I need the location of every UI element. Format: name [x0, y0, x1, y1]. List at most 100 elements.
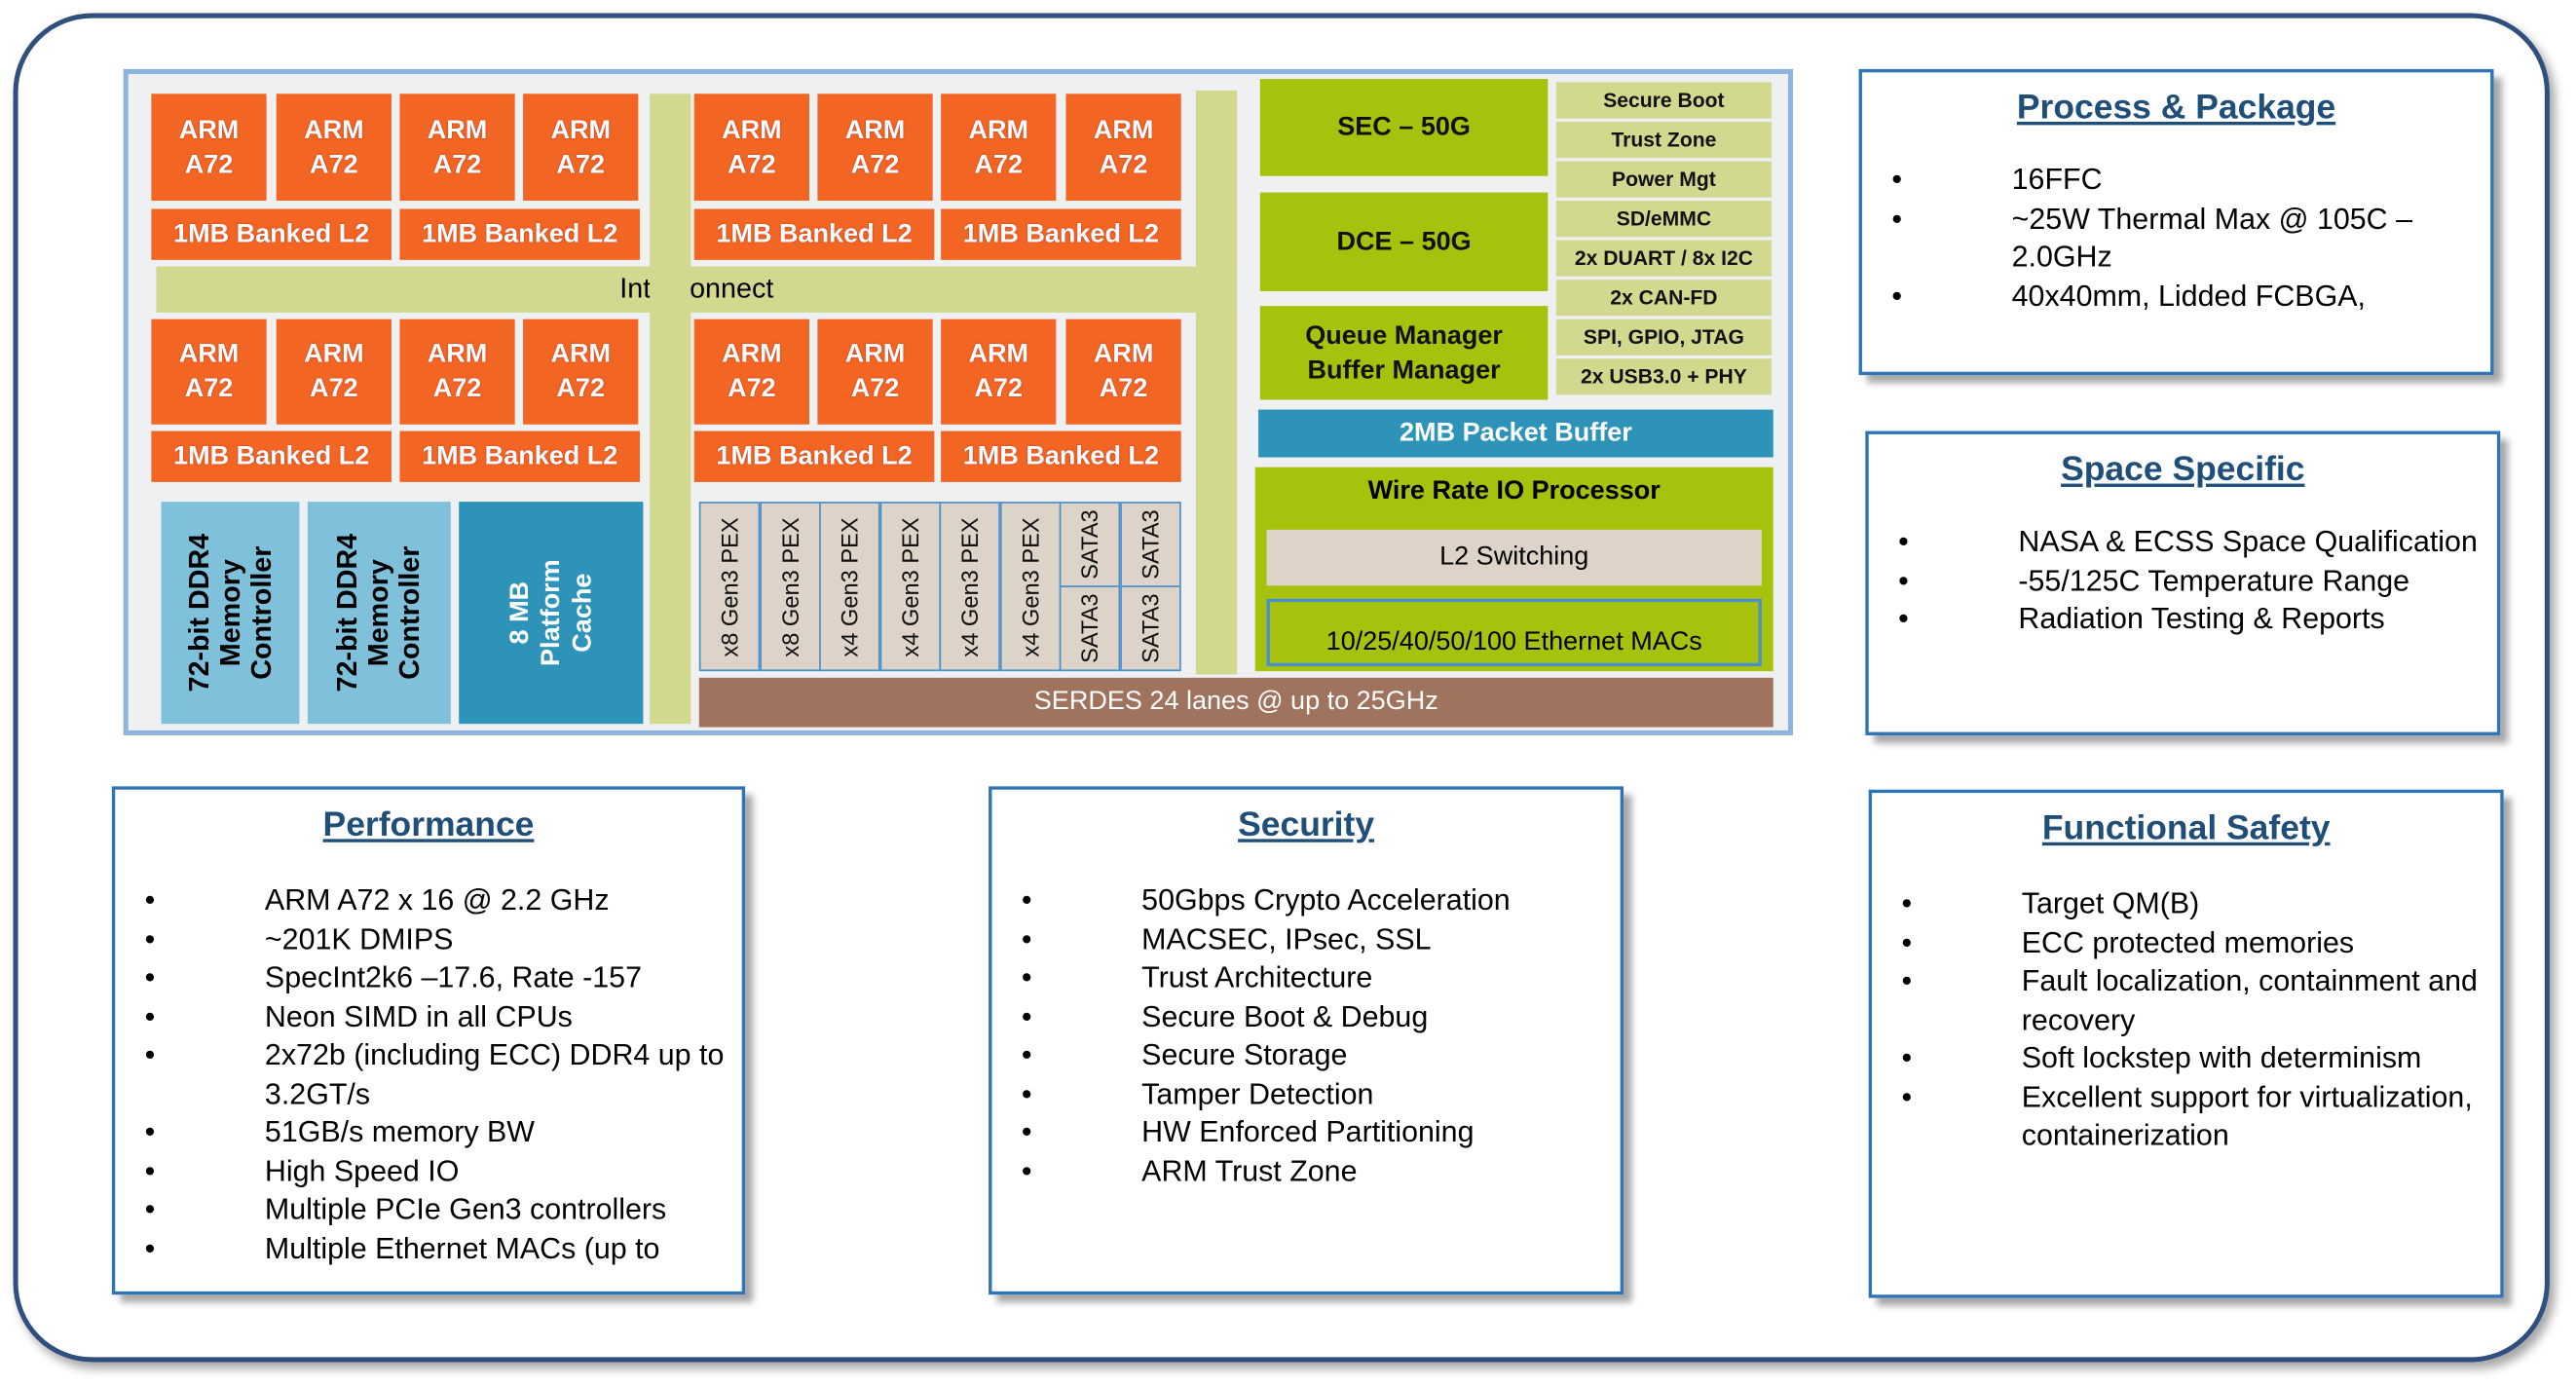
bullet-icon: •: [1021, 1115, 1032, 1148]
list-item: • MACSEC, IPsec, SSL: [991, 920, 1620, 959]
pcie-label: x4 Gen3 PEX: [836, 516, 863, 656]
safety-title: Functional Safety: [2041, 808, 2331, 847]
pcie-label: x8 Gen3 PEX: [716, 516, 743, 656]
bullet-icon: •: [1021, 960, 1032, 994]
arm-a72-core: ARM A72: [399, 94, 515, 202]
ddr-label-line: Memory: [363, 559, 395, 667]
list-item: • Fault localization, containment and rec…: [1872, 962, 2500, 1039]
serdes-bar: SERDES 24 lanes @ up to 25GHz: [698, 677, 1773, 728]
list-item: • ARM A72 x 16 @ 2.2 GHz: [115, 881, 742, 920]
l2-cache-block: 1MB Banked L2: [941, 208, 1181, 260]
l2-cache-block: 1MB Banked L2: [693, 208, 935, 260]
ddr-label-line: 72-bit DDR4: [332, 533, 364, 692]
core-label-arm: ARM: [722, 340, 782, 369]
core-label-a72: A72: [974, 375, 1024, 403]
core-label-a72: A72: [184, 150, 234, 179]
sata-controller: SATA3: [1059, 502, 1121, 587]
core-label-arm: ARM: [178, 340, 240, 369]
bullet-icon: •: [1901, 963, 1913, 997]
list-item-text: Multiple Ethernet MACs (up to: [264, 1231, 660, 1264]
bullet-icon: •: [1891, 201, 1903, 235]
list-item-text: HW Enforced Partitioning: [1141, 1115, 1475, 1148]
list-item: • Neon SIMD in all CPUs: [115, 997, 742, 1036]
list-item-text: -55/125C Temperature Range: [2018, 563, 2410, 597]
pcie-controller: x4 Gen3 PEX: [819, 502, 880, 672]
bullet-icon: •: [1021, 1037, 1032, 1071]
arm-a72-core: ARM A72: [523, 94, 639, 202]
ddr-label-line: Controller: [245, 545, 278, 680]
bullet-icon: •: [144, 1153, 156, 1187]
arm-a72-core: ARM A72: [151, 94, 267, 202]
list-item-text: Secure Storage: [1141, 1037, 1348, 1071]
core-label-arm: ARM: [844, 116, 906, 144]
l2-switching: L2 Switching: [1266, 529, 1762, 586]
list-item-text: 51GB/s memory BW: [264, 1115, 535, 1148]
platform-cache: 8 MB Platform Cache: [459, 502, 644, 725]
l2-cache-block: 1MB Banked L2: [693, 430, 935, 482]
list-item-text: 50Gbps Crypto Acceleration: [1141, 882, 1511, 917]
core-label-a72: A72: [310, 150, 358, 179]
bullet-icon: •: [1891, 279, 1903, 313]
bullet-icon: •: [144, 999, 156, 1032]
list-item: • Soft lockstep with determinism: [1872, 1039, 2500, 1078]
peripheral-block: SPI, GPIO, JTAG: [1555, 318, 1773, 356]
interconnect-vertical-right: [1195, 90, 1238, 675]
arm-a72-core: ARM A72: [276, 318, 392, 425]
core-label-a72: A72: [728, 150, 776, 179]
wire-rate-label: Wire Rate IO Processor: [1367, 476, 1661, 505]
list-item-text: ARM A72 x 16 @ 2.2 GHz: [264, 882, 610, 917]
performance-panel: Performance • ARM A72 x 16 @ 2.2 GHz • ~201K…: [111, 786, 746, 1295]
security-list: • 50Gbps Crypto Acceleration • MACSEC, IPse…: [991, 881, 1620, 1191]
bullet-icon: •: [1891, 163, 1903, 196]
pcie-label: x4 Gen3 PEX: [896, 516, 923, 656]
core-label-a72: A72: [728, 375, 776, 403]
arm-a72-core: ARM A72: [151, 318, 267, 425]
list-item-text: 16FFC: [2011, 163, 2103, 196]
list-item: • Excellent support for virtualization, c…: [1872, 1078, 2500, 1155]
pcie-label: x4 Gen3 PEX: [956, 516, 984, 656]
arm-a72-core: ARM A72: [399, 318, 515, 425]
list-item: • ~201K DMIPS: [115, 920, 742, 959]
cache-label-line: Cache: [568, 573, 597, 653]
core-label-arm: ARM: [550, 116, 611, 144]
ddr-label: 72-bit DDR4 Memory Controller: [183, 534, 277, 692]
ddr-label: 72-bit DDR4 Memory Controller: [332, 534, 426, 692]
bullet-icon: •: [1898, 563, 1909, 597]
list-item: • Secure Storage: [991, 1036, 1620, 1075]
core-label-arm: ARM: [968, 116, 1028, 144]
bm-label: Buffer Manager: [1307, 356, 1501, 385]
list-item-text: ~25W Thermal Max @ 105C – 2.0GHz: [2011, 201, 2412, 274]
list-item-text: Neon SIMD in all CPUs: [264, 999, 573, 1032]
bullet-icon: •: [1021, 921, 1032, 955]
interconnect-vertical-left: [650, 94, 691, 725]
bullet-icon: •: [144, 1115, 156, 1148]
queue-buffer-manager: Queue Manager Buffer Manager: [1259, 306, 1549, 400]
core-label-arm: ARM: [178, 116, 240, 144]
process-list: • 16FFC • ~25W Thermal Max @ 105C – 2.0GHz •…: [1862, 162, 2490, 317]
outer-frame: [13, 13, 2550, 1363]
bullet-icon: •: [144, 882, 156, 917]
sata-label: SATA3: [1137, 509, 1164, 580]
list-item: • Target QM(B): [1872, 885, 2500, 924]
list-item-text: SpecInt2k6 –17.6, Rate -157: [264, 960, 643, 994]
list-item-text: MACSEC, IPsec, SSL: [1141, 921, 1432, 955]
bullet-icon: •: [144, 1037, 156, 1071]
bullet-icon: •: [144, 921, 156, 955]
list-item-text: NASA & ECSS Space Qualification: [2018, 524, 2478, 558]
list-item: • ARM Trust Zone: [991, 1152, 1620, 1191]
bullet-icon: •: [1021, 999, 1032, 1032]
arm-a72-core: ARM A72: [941, 94, 1057, 202]
pcie-controller: x8 Gen3 PEX: [759, 502, 820, 672]
list-item: • Trust Architecture: [991, 959, 1620, 998]
sata-label: SATA3: [1076, 509, 1103, 580]
sata-controller: SATA3: [1119, 502, 1180, 587]
peripheral-block: Power Mgt: [1555, 161, 1773, 198]
list-item-text: High Speed IO: [264, 1153, 460, 1187]
peripheral-block: 2x DUART / 8x I2C: [1555, 240, 1773, 277]
ddr-label-line: Memory: [214, 559, 246, 667]
core-label-arm: ARM: [304, 116, 364, 144]
core-label-arm: ARM: [1093, 340, 1154, 369]
list-item: • Radiation Testing & Reports: [1869, 600, 2497, 639]
list-item-text: ARM Trust Zone: [1141, 1153, 1358, 1187]
space-panel: Space Specific • NASA & ECSS Space Qualifi…: [1865, 430, 2501, 735]
